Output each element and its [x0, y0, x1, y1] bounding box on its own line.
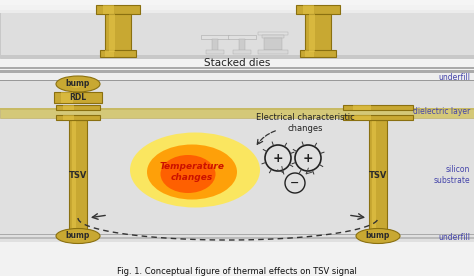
Text: dielectric layer: dielectric layer — [413, 107, 470, 116]
Bar — [264, 38, 282, 50]
Text: bump: bump — [66, 79, 90, 89]
Text: −: − — [290, 178, 300, 188]
Bar — [0, 70, 474, 71]
Bar — [262, 35, 284, 38]
Text: Fig. 1. Conceptual figure of thermal effects on TSV signal: Fig. 1. Conceptual figure of thermal eff… — [117, 267, 357, 276]
Bar — [309, 14, 315, 52]
Bar — [305, 14, 331, 52]
Ellipse shape — [356, 229, 400, 243]
Bar — [0, 67, 474, 68]
Ellipse shape — [70, 232, 82, 240]
Ellipse shape — [70, 80, 82, 88]
Bar — [0, 72, 474, 80]
Bar — [100, 50, 136, 57]
Bar — [343, 105, 413, 110]
Bar — [372, 120, 376, 230]
Bar — [54, 92, 102, 103]
Text: TSV: TSV — [69, 171, 87, 179]
Bar — [105, 14, 131, 52]
Ellipse shape — [161, 155, 216, 193]
Bar — [56, 105, 100, 110]
Bar — [212, 39, 218, 51]
Text: bump: bump — [366, 232, 390, 240]
Ellipse shape — [56, 229, 100, 243]
Text: Electrical characteristic
changes: Electrical characteristic changes — [255, 113, 355, 133]
Text: underfill: underfill — [438, 73, 470, 83]
Ellipse shape — [370, 232, 382, 240]
Bar — [305, 50, 314, 57]
Text: Stacked dies: Stacked dies — [204, 58, 270, 68]
Bar — [102, 5, 114, 14]
Bar — [300, 50, 336, 57]
Bar — [0, 108, 474, 118]
Bar — [0, 0, 474, 5]
Bar — [0, 72, 474, 242]
Ellipse shape — [130, 132, 260, 208]
Text: underfill: underfill — [438, 233, 470, 243]
Text: bump: bump — [66, 232, 90, 240]
Bar — [258, 32, 288, 35]
Text: silicon
substrate: silicon substrate — [433, 165, 470, 185]
Bar — [228, 35, 256, 39]
Bar — [63, 105, 73, 110]
Bar — [296, 5, 340, 14]
Bar — [109, 14, 115, 52]
Text: Temperature
changes: Temperature changes — [159, 162, 225, 182]
Text: TSV: TSV — [369, 171, 387, 179]
Bar — [0, 72, 474, 73]
Bar — [56, 115, 100, 120]
Bar — [354, 105, 371, 110]
Bar — [343, 115, 413, 120]
Bar — [105, 50, 114, 57]
Bar — [0, 234, 474, 235]
Bar — [0, 55, 474, 58]
Ellipse shape — [56, 76, 100, 92]
Bar — [0, 10, 474, 13]
Text: +: + — [303, 152, 313, 164]
Bar — [69, 120, 87, 230]
Bar — [0, 10, 474, 58]
Text: +: + — [273, 152, 283, 164]
Bar — [354, 115, 371, 120]
Bar — [206, 50, 224, 54]
Bar — [0, 108, 474, 110]
Bar — [0, 80, 474, 81]
Bar — [61, 92, 73, 103]
Bar — [96, 5, 140, 14]
Bar — [201, 35, 229, 39]
Text: RDL: RDL — [69, 93, 87, 102]
Ellipse shape — [147, 145, 237, 200]
Bar — [0, 237, 474, 238]
Bar — [302, 5, 314, 14]
Bar — [63, 115, 73, 120]
Bar — [233, 50, 251, 54]
Bar — [369, 120, 387, 230]
Bar — [72, 120, 76, 230]
Bar — [258, 50, 288, 54]
Bar — [239, 39, 245, 51]
